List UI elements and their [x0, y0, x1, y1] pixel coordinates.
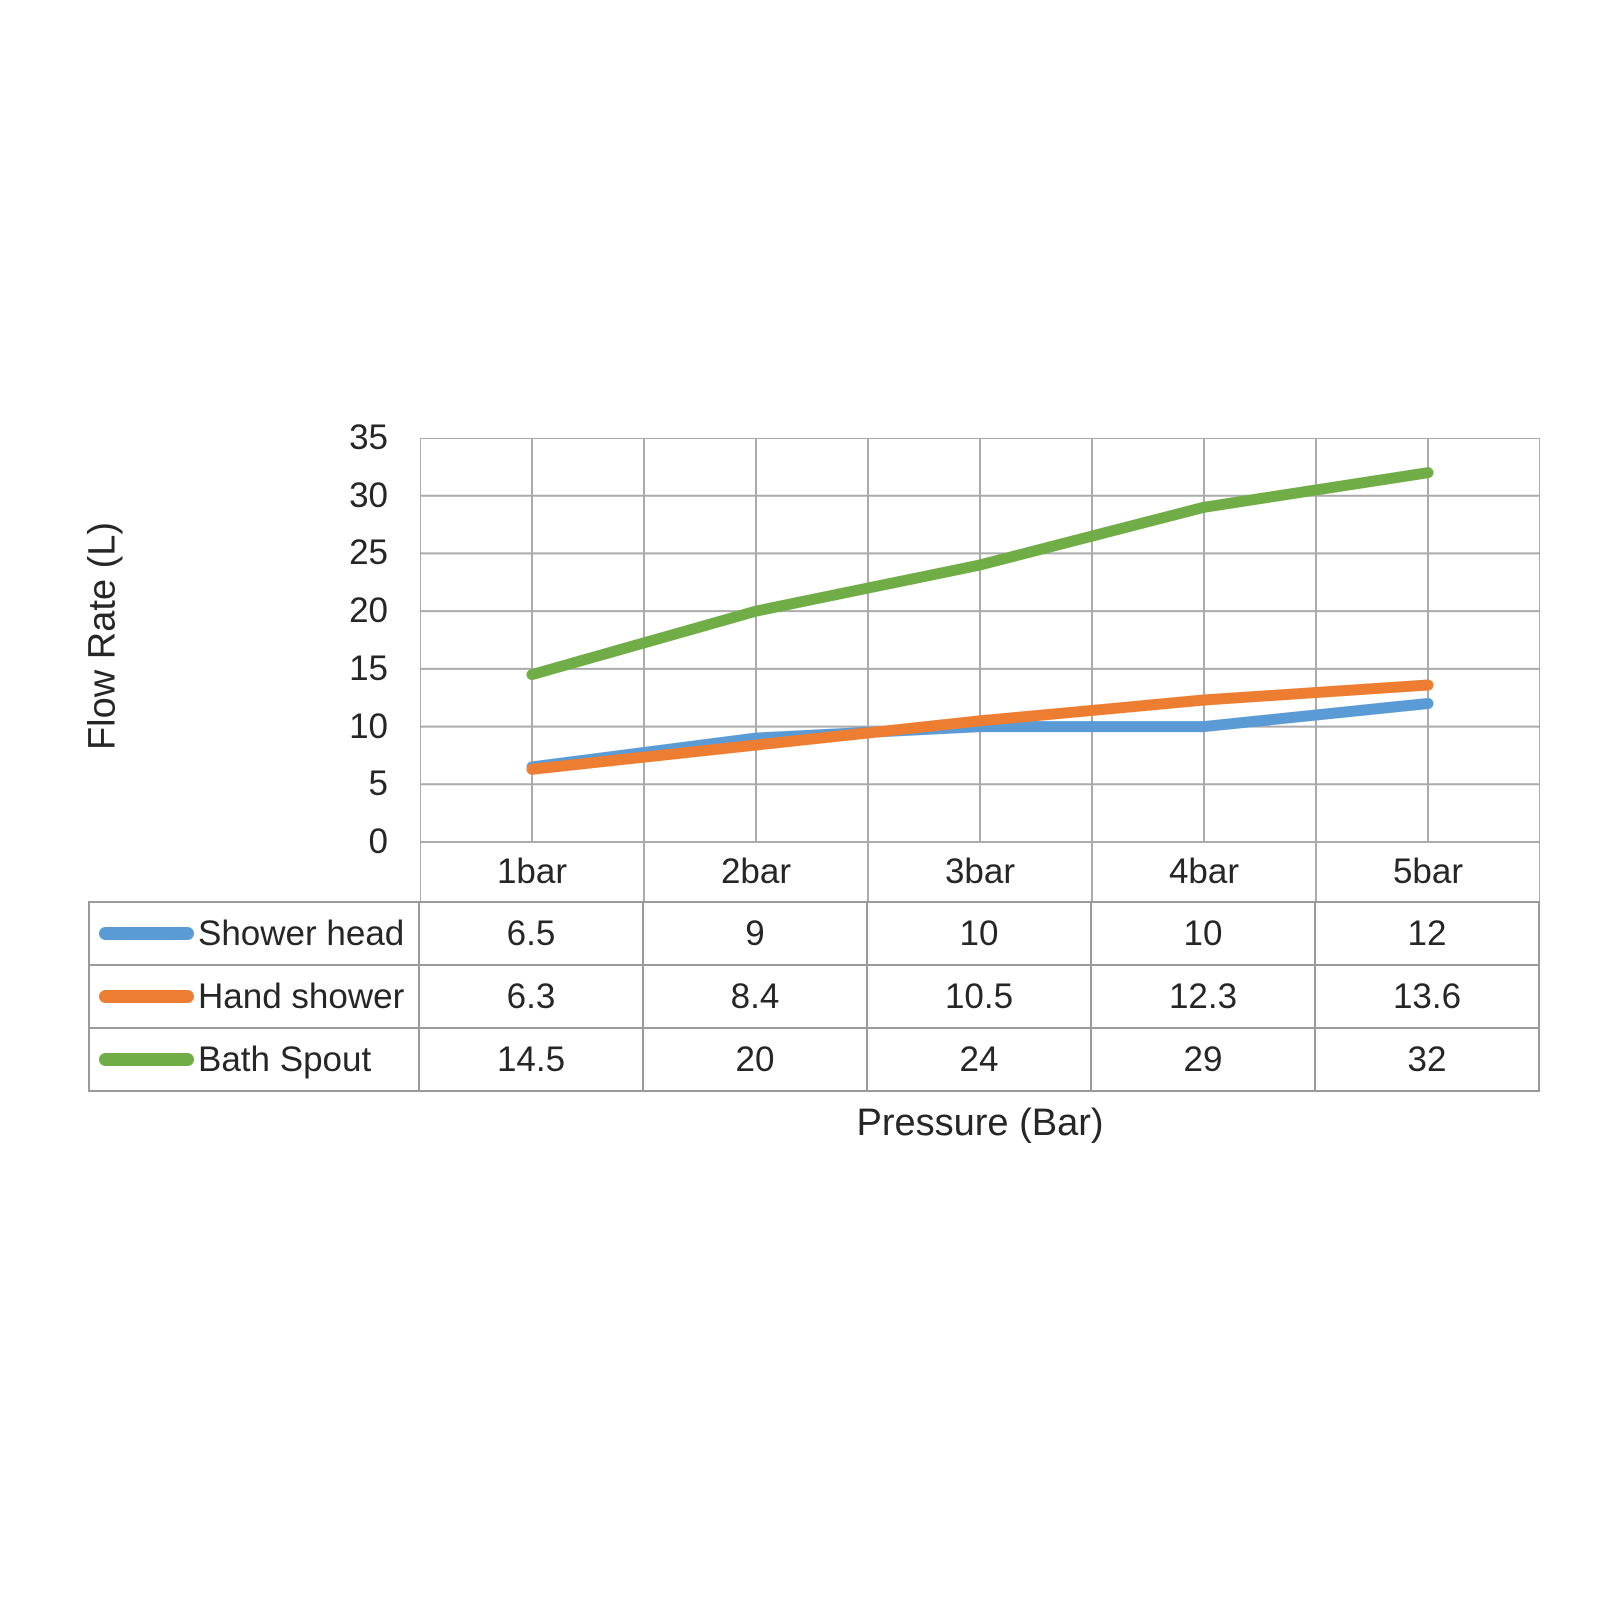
table-row-bath-spout: Bath Spout 14.5 20 24 29 32	[88, 1027, 1540, 1092]
value-cell: 13.6	[1314, 964, 1540, 1029]
value-cell: 14.5	[418, 1027, 644, 1092]
table-row-shower-head: Shower head 6.5 9 10 10 12	[88, 901, 1540, 966]
value-cell: 9	[642, 901, 868, 966]
plot-area	[420, 438, 1540, 901]
legend-label: Shower head	[198, 913, 405, 953]
legend-cell: Bath Spout	[88, 1027, 420, 1092]
y-tick-label-35: 35	[349, 418, 388, 457]
value-cell: 24	[866, 1027, 1092, 1092]
legend-cell: Shower head	[88, 901, 420, 966]
y-tick-label-5: 5	[368, 764, 388, 804]
value-cell: 10	[1090, 901, 1316, 966]
x-category-label-3bar: 3bar	[944, 852, 1016, 891]
y-tick-label-15: 15	[349, 648, 388, 688]
value-cell: 10.5	[866, 964, 1092, 1029]
value-cell: 29	[1090, 1027, 1316, 1092]
value-cell: 8.4	[642, 964, 868, 1029]
value-cell: 6.5	[418, 901, 644, 966]
table-row-hand-shower: Hand shower 6.3 8.4 10.5 12.3 13.6	[88, 964, 1540, 1029]
y-tick-label-30: 30	[349, 475, 388, 515]
data-table: Shower head 6.5 9 10 10 12 Hand shower 6.3 8.4 10…	[88, 901, 1540, 1092]
value-cell: 10	[866, 901, 1092, 966]
legend-swatch-icon	[99, 990, 194, 1003]
value-cell: 12.3	[1090, 964, 1316, 1029]
x-category-label-5bar: 5bar	[1392, 852, 1464, 891]
legend-swatch-icon	[99, 927, 194, 940]
y-axis-title: Flow Rate (L)	[81, 521, 124, 751]
x-axis-title: Pressure (Bar)	[856, 1102, 1104, 1144]
x-category-label-2bar: 2bar	[720, 852, 792, 891]
value-cell: 32	[1314, 1027, 1540, 1092]
legend-swatch-icon	[99, 1053, 194, 1066]
legend-label: Hand shower	[198, 976, 405, 1016]
series-line-bath-spout	[526, 467, 1434, 681]
series-line-hand-shower	[526, 679, 1434, 775]
legend-label: Bath Spout	[198, 1039, 372, 1079]
x-category-label-4bar: 4bar	[1168, 852, 1240, 891]
value-cell: 20	[642, 1027, 868, 1092]
value-cell: 12	[1314, 901, 1540, 966]
y-tick-label-25: 25	[349, 533, 388, 573]
y-tick-label-20: 20	[349, 591, 388, 631]
y-tick-label-0: 0	[368, 822, 388, 861]
y-tick-label-10: 10	[349, 706, 388, 746]
value-cell: 6.3	[418, 964, 644, 1029]
x-category-label-1bar: 1bar	[496, 852, 568, 891]
legend-cell: Hand shower	[88, 964, 420, 1029]
